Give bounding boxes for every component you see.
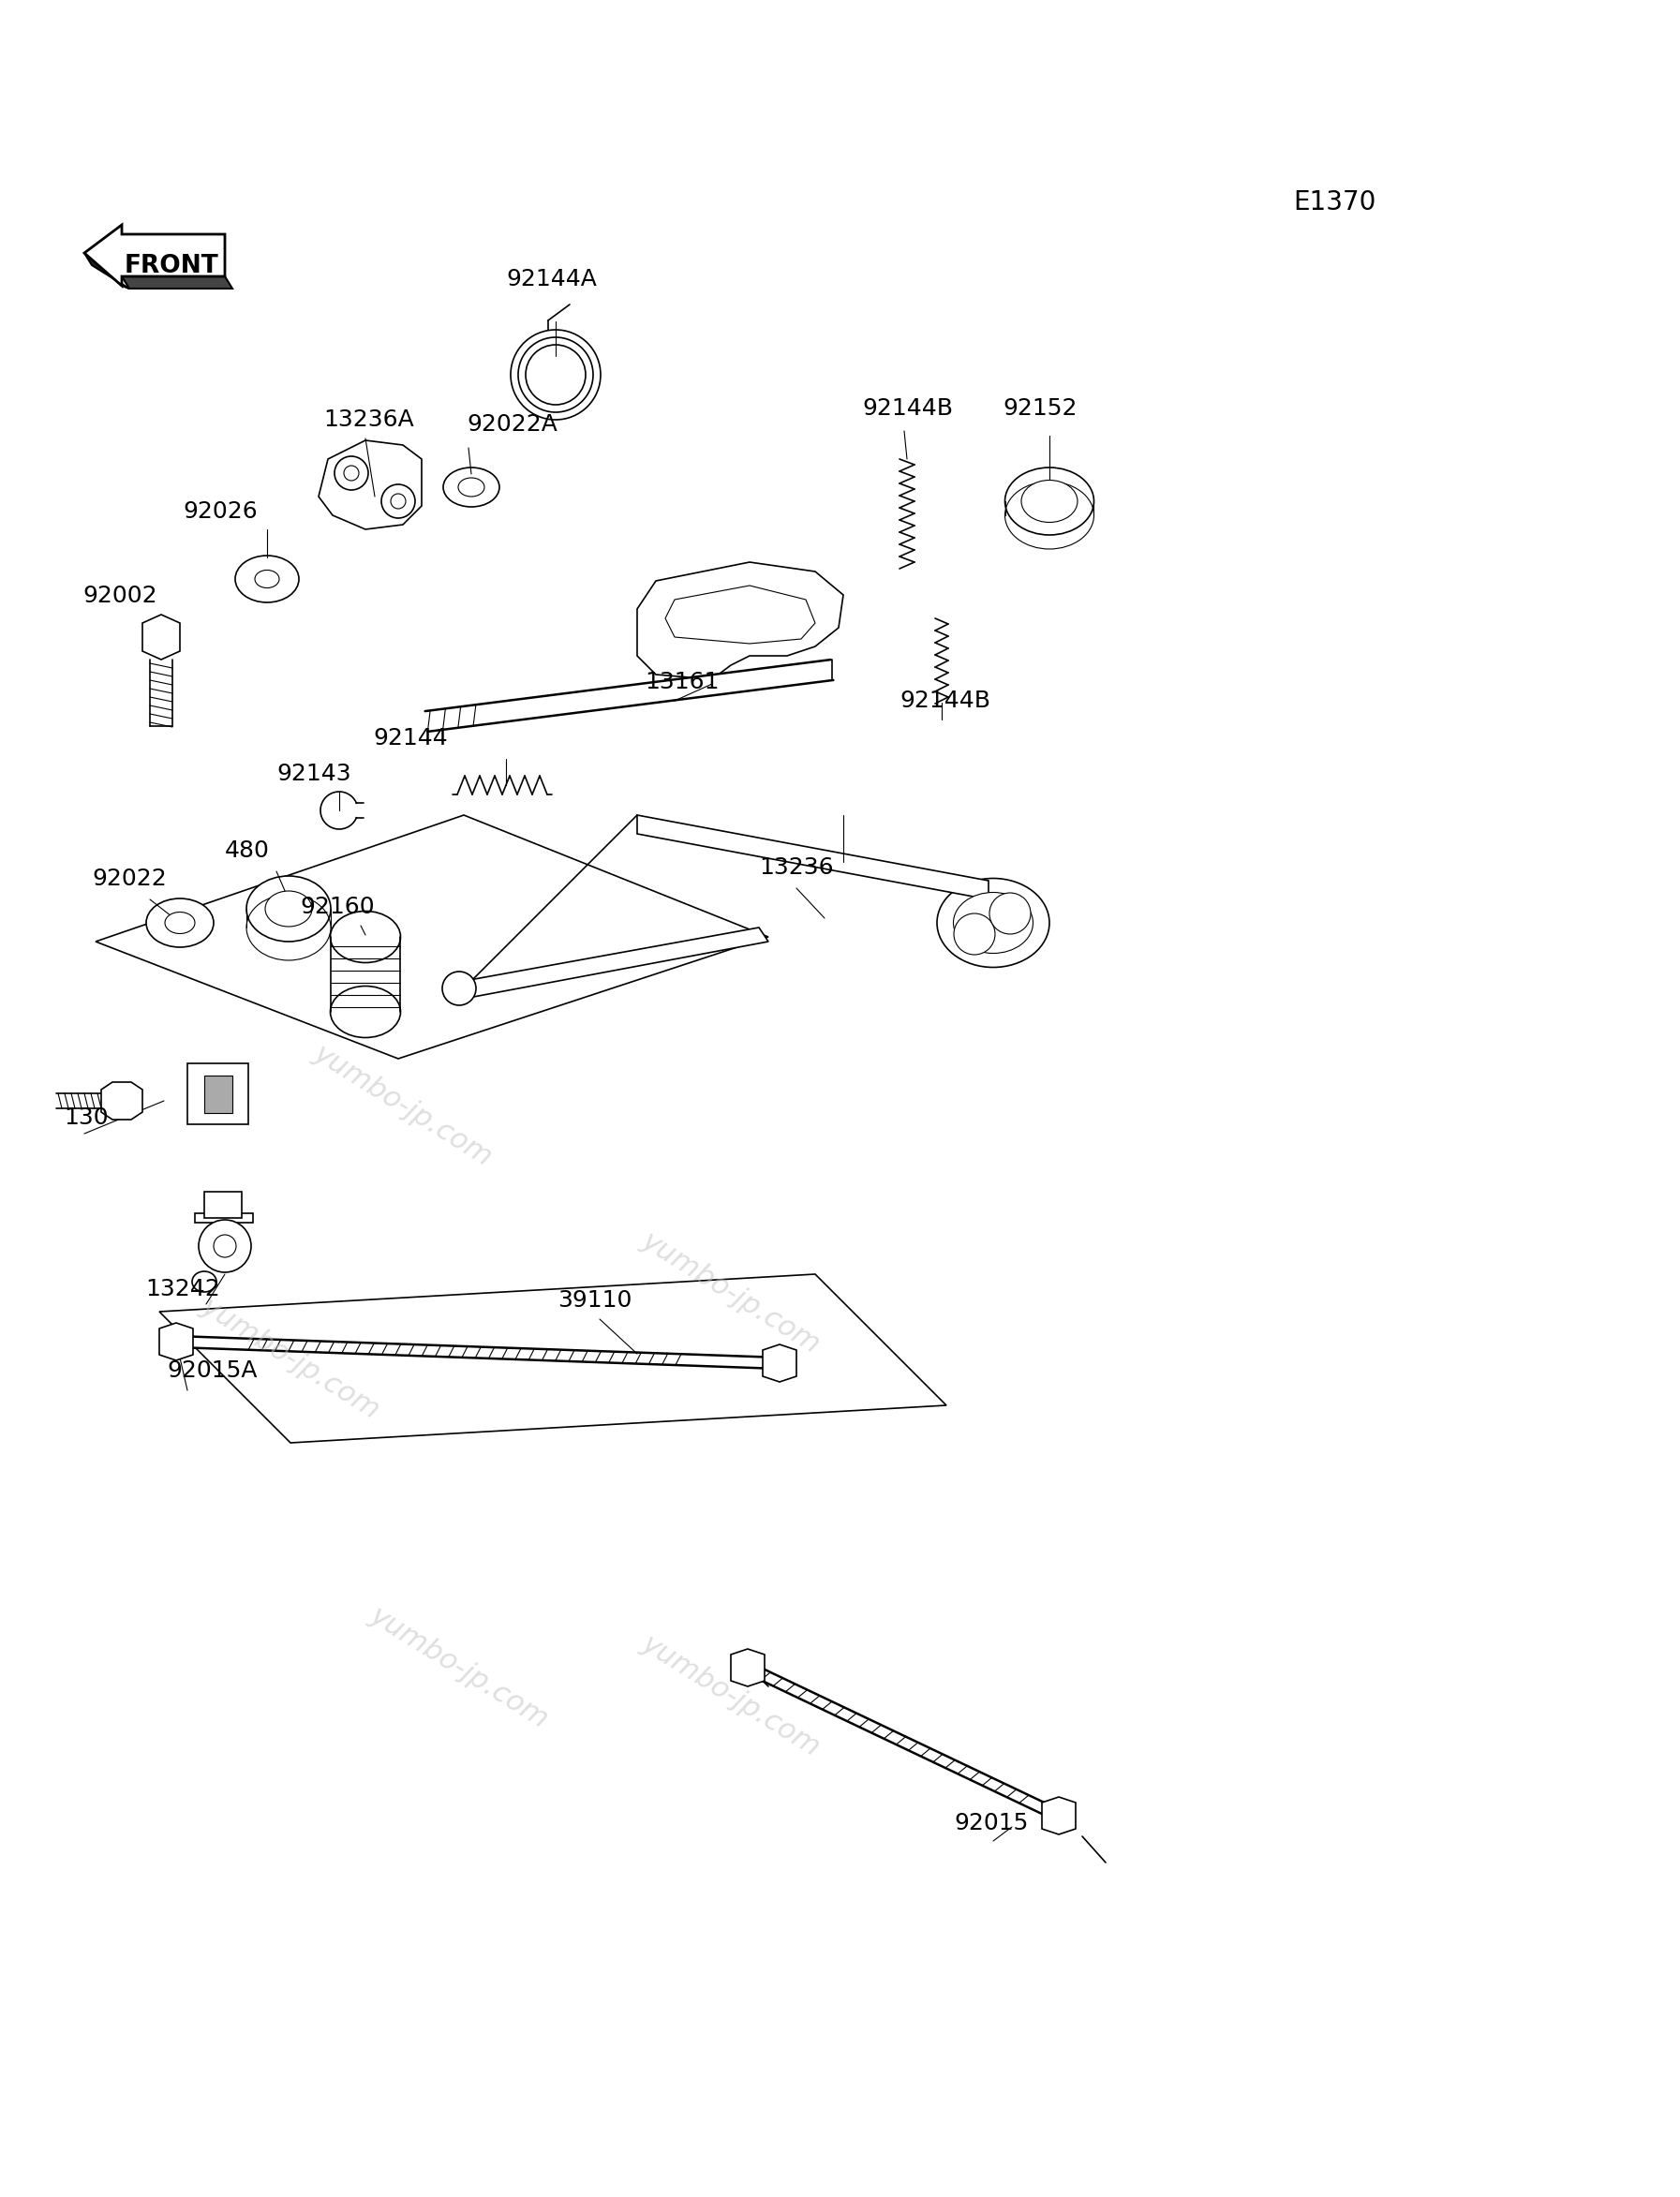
Ellipse shape <box>444 468 499 508</box>
Polygon shape <box>1042 1797 1075 1834</box>
Text: 92026: 92026 <box>183 501 257 523</box>
Polygon shape <box>746 1663 1062 1821</box>
Ellipse shape <box>953 892 1033 953</box>
Polygon shape <box>176 1336 780 1369</box>
Polygon shape <box>665 587 815 644</box>
Polygon shape <box>319 439 422 529</box>
Text: 130: 130 <box>64 1107 108 1129</box>
Polygon shape <box>637 562 843 679</box>
Polygon shape <box>425 659 833 732</box>
Polygon shape <box>55 1094 101 1107</box>
Ellipse shape <box>1005 468 1094 534</box>
Text: 92015: 92015 <box>954 1813 1028 1834</box>
Polygon shape <box>205 1191 242 1217</box>
Text: FRONT: FRONT <box>124 255 218 279</box>
Text: 92022: 92022 <box>92 868 166 890</box>
Text: 39110: 39110 <box>558 1290 632 1312</box>
Ellipse shape <box>331 986 400 1037</box>
Text: 92144: 92144 <box>373 727 447 749</box>
Text: 92144B: 92144B <box>899 690 991 712</box>
Text: yumbo-jp.com: yumbo-jp.com <box>365 1602 553 1733</box>
Polygon shape <box>188 1063 249 1125</box>
Polygon shape <box>731 1650 764 1687</box>
Ellipse shape <box>235 556 299 602</box>
Text: yumbo-jp.com: yumbo-jp.com <box>197 1292 385 1424</box>
Circle shape <box>990 892 1030 934</box>
Ellipse shape <box>265 892 312 927</box>
Ellipse shape <box>459 477 484 497</box>
Ellipse shape <box>331 912 400 962</box>
Polygon shape <box>143 615 180 659</box>
Circle shape <box>344 466 360 481</box>
Polygon shape <box>205 1077 232 1114</box>
Ellipse shape <box>937 879 1050 967</box>
Polygon shape <box>459 927 768 997</box>
Text: 92144A: 92144A <box>506 268 596 290</box>
Text: 92015A: 92015A <box>166 1360 257 1382</box>
Ellipse shape <box>146 899 213 947</box>
Polygon shape <box>150 659 173 725</box>
Polygon shape <box>101 1083 143 1120</box>
Ellipse shape <box>1021 481 1077 523</box>
Circle shape <box>442 971 475 1006</box>
Polygon shape <box>123 277 232 288</box>
Text: 13236A: 13236A <box>323 409 413 431</box>
Ellipse shape <box>192 1272 217 1292</box>
Text: yumbo-jp.com: yumbo-jp.com <box>637 1630 825 1762</box>
Circle shape <box>198 1219 250 1272</box>
Polygon shape <box>84 253 129 288</box>
Ellipse shape <box>247 877 331 943</box>
Text: 92002: 92002 <box>82 584 156 606</box>
Text: 92152: 92152 <box>1003 398 1077 420</box>
Text: 480: 480 <box>225 839 270 861</box>
Text: 92022A: 92022A <box>467 413 558 435</box>
Polygon shape <box>160 1323 193 1360</box>
Circle shape <box>391 494 405 510</box>
Text: 92160: 92160 <box>299 896 375 918</box>
Ellipse shape <box>165 912 195 934</box>
Ellipse shape <box>255 569 279 589</box>
Text: yumbo-jp.com: yumbo-jp.com <box>637 1228 825 1358</box>
Text: yumbo-jp.com: yumbo-jp.com <box>309 1039 497 1171</box>
Circle shape <box>381 483 415 518</box>
Text: 92144B: 92144B <box>862 398 953 420</box>
Polygon shape <box>195 1213 254 1224</box>
Circle shape <box>954 914 995 956</box>
Circle shape <box>213 1235 237 1257</box>
Polygon shape <box>637 815 988 899</box>
Text: 13236: 13236 <box>759 857 833 879</box>
Text: 13161: 13161 <box>645 670 719 694</box>
Text: 92143: 92143 <box>277 762 351 784</box>
Polygon shape <box>763 1345 796 1382</box>
Text: 13242: 13242 <box>144 1279 220 1301</box>
Text: E1370: E1370 <box>1294 189 1376 215</box>
Circle shape <box>334 457 368 490</box>
Polygon shape <box>84 224 225 286</box>
